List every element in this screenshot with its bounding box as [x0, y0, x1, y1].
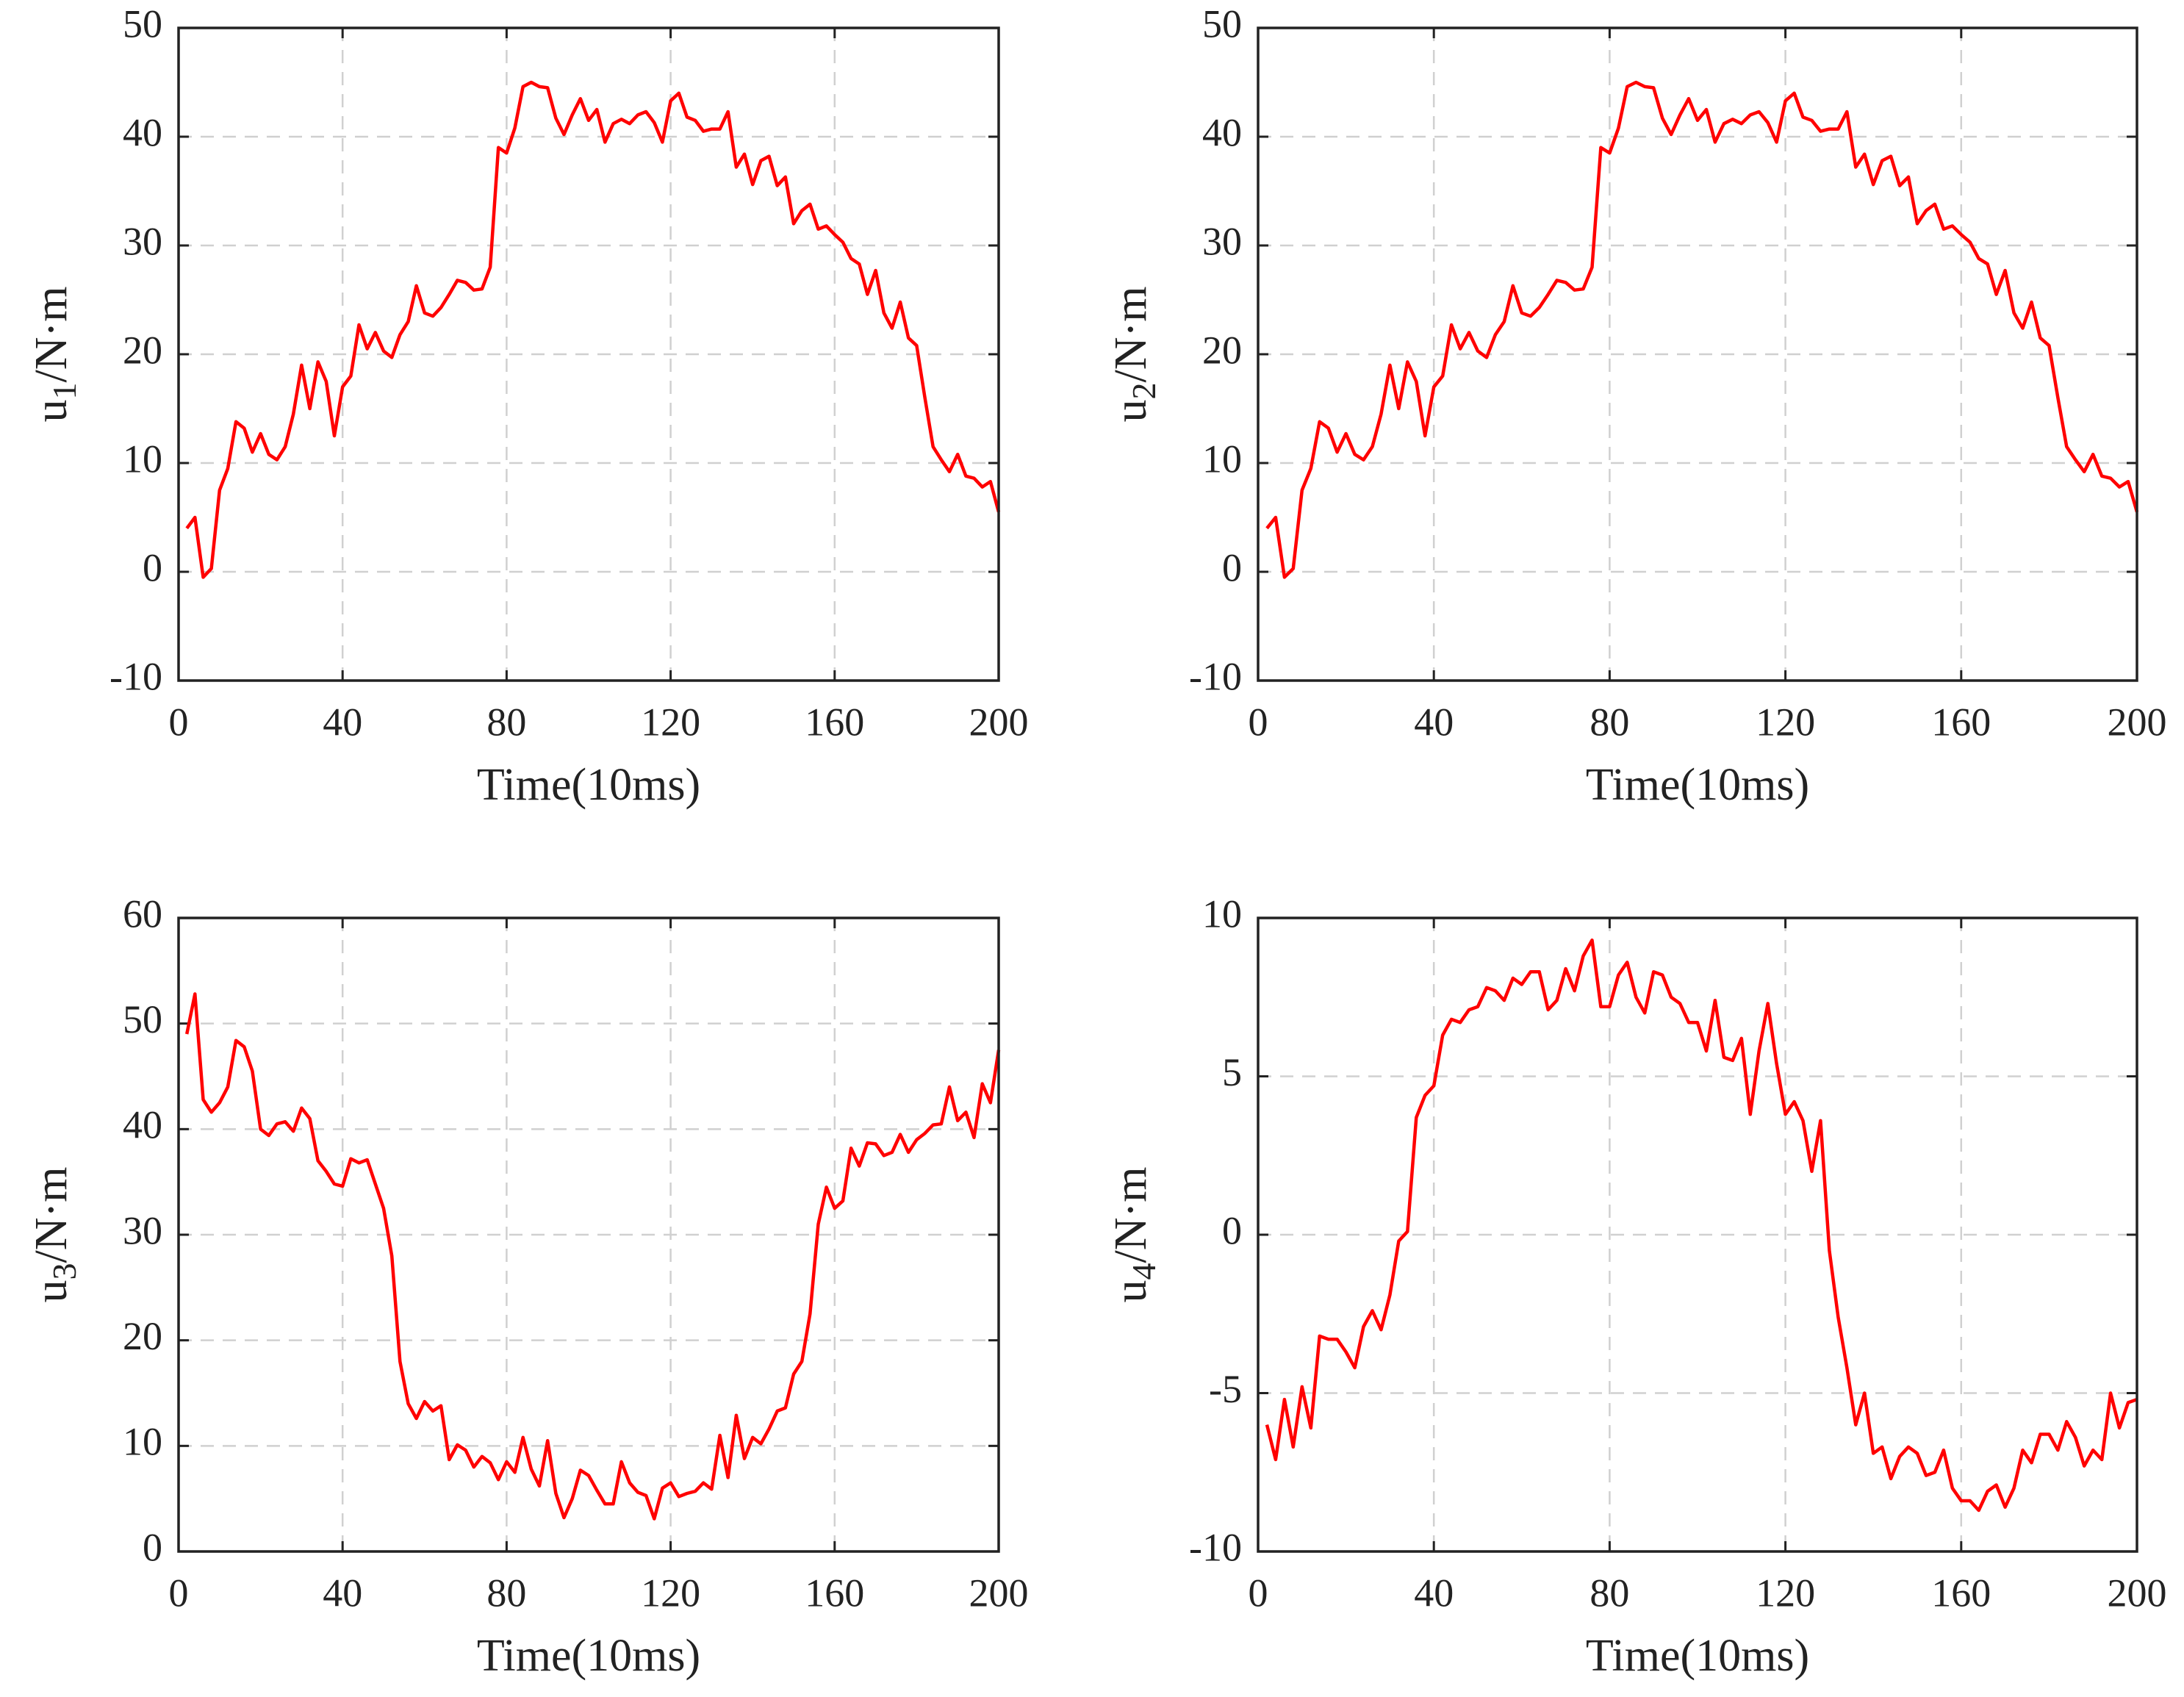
y-axis-label-part: /N·m: [26, 1167, 76, 1263]
x-tick-label: 120: [641, 700, 700, 744]
data-line: [184, 992, 1001, 1521]
x-tick-label: 200: [2108, 700, 2167, 744]
y-tick-label: -10: [1189, 1525, 1242, 1569]
x-tick-label: 80: [1589, 1571, 1629, 1615]
y-tick-label: 60: [123, 891, 162, 936]
y-tick-label: 10: [123, 1420, 162, 1464]
y-tick-label: 30: [123, 1208, 162, 1252]
x-axis-label: Time(10ms): [1586, 760, 1809, 810]
y-tick-label: 40: [123, 1103, 162, 1147]
y-tick-label: 30: [1202, 219, 1242, 263]
y-tick-label: -10: [109, 654, 162, 698]
y-tick-label: 50: [123, 997, 162, 1041]
y-axis-label-part: u: [26, 1280, 76, 1302]
x-axis-label: Time(10ms): [477, 760, 700, 810]
x-tick-label: 80: [486, 700, 526, 744]
y-tick-label: 10: [123, 437, 162, 481]
y-axis-label-subscript: 1: [46, 382, 83, 399]
y-tick-label: 50: [123, 1, 162, 46]
y-tick-label: 0: [143, 545, 162, 589]
y-axis-label-part: u: [1106, 399, 1156, 422]
subplot: 0 40 80 120 160 200 0 10 20 30 40 50 60 Time(10ms) u3/…: [26, 891, 1028, 1681]
y-axis-label-subscript: 2: [1125, 382, 1163, 399]
y-tick-label: 30: [123, 219, 162, 263]
plot-frame: [177, 916, 1000, 1553]
x-tick-label: 160: [805, 1571, 864, 1615]
y-tick-label: 50: [1202, 1, 1242, 46]
data-line: [1265, 938, 2138, 1513]
y-tick-label: 40: [123, 110, 162, 154]
x-axis-label: Time(10ms): [1586, 1631, 1809, 1681]
y-axis-label-part: /N·m: [26, 287, 76, 383]
y-axis-label: u1/N·m: [26, 287, 82, 423]
x-tick-label: 160: [1931, 700, 1991, 744]
x-tick-label: 40: [1414, 700, 1454, 744]
subplot: 0 40 80 120 160 200-1001020304050Time(10ms)u2…: [1106, 1, 2166, 810]
x-tick-label: 80: [486, 1571, 526, 1615]
y-axis-label: u2/N·m: [1106, 287, 1162, 423]
x-tick-label: 120: [641, 1571, 700, 1615]
y-tick-label: 5: [1222, 1050, 1242, 1094]
plot-background: [1258, 918, 2137, 1551]
y-axis-label-subscript: 4: [1125, 1263, 1163, 1280]
y-axis-label: u4/N·m: [1106, 1167, 1162, 1303]
x-tick-label: 0: [1249, 1571, 1268, 1615]
y-tick-label: -5: [1209, 1367, 1242, 1411]
y-tick-label: 0: [143, 1525, 162, 1569]
x-tick-label: 40: [323, 700, 362, 744]
x-tick-label: 200: [2108, 1571, 2167, 1615]
y-axis-label-part: /N·m: [1106, 1167, 1156, 1263]
plot-background: [1258, 28, 2137, 681]
plot-frame: [1257, 26, 2138, 682]
data-line: [185, 80, 1001, 579]
x-tick-label: 200: [969, 700, 1029, 744]
x-tick-label: 120: [1756, 700, 1815, 744]
x-tick-label: 0: [169, 700, 189, 744]
y-tick-label: 10: [1202, 891, 1242, 936]
y-tick-label: 0: [1222, 1208, 1242, 1252]
x-tick-label: 40: [1414, 1571, 1454, 1615]
y-tick-label: -10: [1189, 654, 1242, 698]
data-line: [1265, 80, 2139, 579]
x-tick-label: 0: [1249, 700, 1268, 744]
y-tick-label: 40: [1202, 110, 1242, 154]
y-tick-label: 0: [1222, 545, 1242, 589]
subplot: 0 40 80 120 160 200 -10 -5 0 5 10 Time(10ms) u4/N·m: [1106, 891, 2166, 1681]
x-tick-label: 80: [1589, 700, 1629, 744]
y-tick-label: 20: [123, 328, 162, 372]
y-axis-label-part: u: [26, 399, 76, 422]
x-tick-label: 160: [805, 700, 864, 744]
x-tick-label: 40: [323, 1571, 362, 1615]
y-axis-label-subscript: 3: [46, 1263, 83, 1280]
x-tick-label: 200: [969, 1571, 1029, 1615]
y-axis-label: u3/N·m: [26, 1167, 82, 1303]
y-tick-label: 20: [1202, 328, 1242, 372]
x-axis-label: Time(10ms): [477, 1631, 700, 1681]
y-axis-label-part: u: [1106, 1280, 1156, 1302]
y-tick-label: 10: [1202, 437, 1242, 481]
x-tick-label: 0: [169, 1571, 189, 1615]
y-tick-label: 20: [123, 1314, 162, 1358]
plot-frame: [177, 26, 1000, 682]
x-tick-label: 120: [1756, 1571, 1815, 1615]
subplot: 0 40 80 120 160 200-1001020304050Time(10ms)u1…: [26, 1, 1028, 810]
x-tick-label: 160: [1931, 1571, 1991, 1615]
y-axis-label-part: /N·m: [1106, 287, 1156, 383]
plot-frame: [1257, 916, 2138, 1553]
